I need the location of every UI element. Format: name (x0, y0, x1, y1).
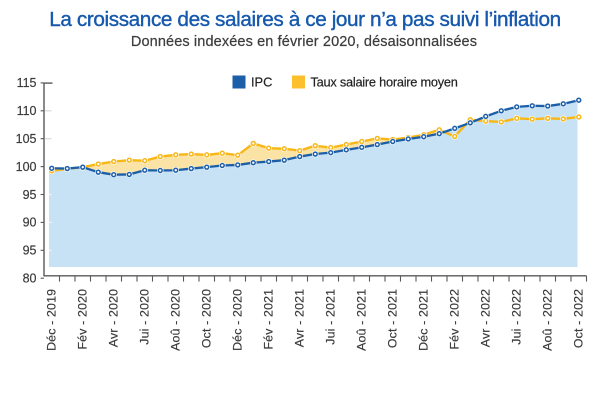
svg-text:Avr - 2022: Avr - 2022 (479, 289, 493, 347)
svg-text:80: 80 (23, 272, 37, 286)
svg-text:100: 100 (16, 160, 37, 174)
svg-text:Jui - 2020: Jui - 2020 (138, 289, 152, 345)
svg-text:Jui - 2021: Jui - 2021 (324, 289, 338, 345)
svg-text:Avr - 2020: Avr - 2020 (107, 289, 121, 347)
svg-text:Aoû - 2021: Aoû - 2021 (355, 289, 369, 351)
svg-text:Jui - 2022: Jui - 2022 (510, 289, 524, 345)
svg-text:Déc - 2019: Déc - 2019 (45, 289, 59, 351)
svg-text:105: 105 (16, 132, 37, 146)
svg-text:Déc - 2020: Déc - 2020 (231, 289, 245, 351)
svg-text:Données indexées en février 20: Données indexées en février 2020, désais… (131, 34, 477, 50)
svg-text:La croissance des salaires à c: La croissance des salaires à ce jour n’a… (49, 8, 561, 31)
svg-text:Oct - 2021: Oct - 2021 (386, 289, 400, 348)
svg-text:Aoû - 2022: Aoû - 2022 (541, 289, 555, 351)
svg-text:IPC: IPC (251, 75, 272, 90)
svg-text:Fév - 2021: Fév - 2021 (262, 289, 276, 350)
svg-text:95: 95 (23, 244, 37, 258)
svg-text:110: 110 (17, 104, 37, 118)
svg-text:90: 90 (23, 216, 37, 230)
svg-text:Oct - 2020: Oct - 2020 (200, 289, 214, 348)
svg-text:115: 115 (17, 76, 37, 90)
svg-text:95: 95 (23, 188, 37, 202)
svg-text:Aoû - 2020: Aoû - 2020 (169, 289, 183, 351)
svg-text:Taux salaire horaire moyen: Taux salaire horaire moyen (311, 75, 458, 90)
svg-text:Avr - 2021: Avr - 2021 (293, 289, 307, 347)
svg-text:Fév - 2020: Fév - 2020 (76, 289, 90, 350)
svg-text:Fév - 2022: Fév - 2022 (448, 289, 462, 350)
svg-text:Déc - 2021: Déc - 2021 (417, 289, 431, 351)
svg-text:Oct - 2022: Oct - 2022 (572, 289, 586, 348)
